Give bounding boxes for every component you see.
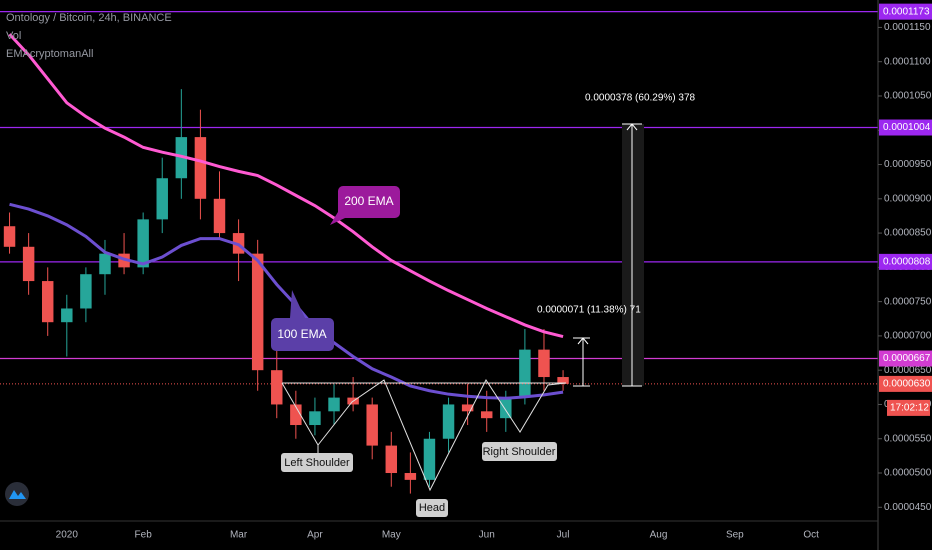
measure-area bbox=[622, 124, 644, 386]
y-tick-label: 0.0000700 bbox=[884, 331, 932, 342]
x-tick-label: Jun bbox=[479, 530, 495, 541]
x-tick-label: Aug bbox=[650, 530, 668, 541]
candle-body bbox=[271, 370, 283, 405]
level-label: 0.0000667 bbox=[883, 353, 931, 364]
tag-bg bbox=[482, 442, 557, 461]
candle-body bbox=[137, 219, 149, 268]
level-label-bg bbox=[879, 3, 932, 20]
candle-body bbox=[557, 377, 569, 384]
y-tick-label: 0.0001050 bbox=[884, 91, 932, 102]
measure-tools: 0.0000378 (60.29%) 378 0.0000071 (11.38%… bbox=[537, 93, 696, 387]
candle-body bbox=[80, 274, 92, 309]
arrow-head bbox=[577, 337, 589, 345]
x-tick-label: 2020 bbox=[56, 530, 79, 541]
countdown: 17:02:12 bbox=[890, 403, 929, 414]
candle-body bbox=[61, 308, 73, 323]
last-price-label: 0.0000630 bbox=[883, 379, 931, 390]
indicator-name: EMAcryptomanAll bbox=[6, 48, 93, 60]
pattern-lines bbox=[281, 379, 567, 492]
candle-body bbox=[156, 178, 168, 220]
indicator-name: Vol bbox=[6, 30, 21, 42]
x-tick-label: Oct bbox=[803, 530, 819, 541]
x-tick-label: Apr bbox=[307, 530, 323, 541]
y-tick-label: 0.0000750 bbox=[884, 296, 932, 307]
candle-body bbox=[328, 397, 340, 412]
candle-body bbox=[194, 137, 207, 199]
price-labels: 0.00004500.00005000.00005500.00006000.00… bbox=[56, 3, 932, 541]
ema-line bbox=[9, 202, 564, 400]
arrow-head bbox=[626, 123, 638, 131]
ema-bubble bbox=[271, 318, 334, 351]
tag-bg bbox=[281, 453, 353, 472]
y-tick-label: 0.0001100 bbox=[884, 56, 931, 67]
pattern-path bbox=[281, 379, 567, 492]
candle-body bbox=[500, 397, 512, 419]
logo-mark bbox=[9, 490, 26, 499]
candle-body bbox=[480, 411, 493, 419]
candle-body bbox=[461, 404, 474, 412]
x-tick-label: Jul bbox=[557, 530, 570, 541]
candle-body bbox=[519, 349, 531, 398]
pattern-tag: Left Shoulder bbox=[284, 457, 350, 469]
tag-bg bbox=[416, 499, 448, 517]
y-tick-label: 0.0000500 bbox=[884, 468, 932, 479]
candle-body bbox=[3, 226, 16, 247]
y-tick-label: 0.0000550 bbox=[884, 433, 932, 444]
y-tick-label: 0.0000950 bbox=[884, 159, 932, 170]
ema-label: 200 EMA bbox=[344, 194, 393, 208]
level-label-bg bbox=[879, 253, 932, 270]
ema-bubble bbox=[338, 186, 400, 218]
x-tick-label: Mar bbox=[230, 530, 248, 541]
y-tick-label: 0.0000900 bbox=[884, 193, 932, 204]
ema-label: 100 EMA bbox=[277, 327, 326, 341]
candle-body bbox=[385, 445, 398, 474]
y-tick-label: 0.0000450 bbox=[884, 502, 932, 513]
candle-body bbox=[423, 438, 436, 480]
x-tick-label: May bbox=[382, 530, 401, 541]
candle-body bbox=[442, 404, 455, 439]
candle-body bbox=[213, 198, 226, 234]
candle-body bbox=[309, 411, 321, 426]
candle-body bbox=[366, 404, 378, 446]
y-tick-label: 0.0001150 bbox=[884, 22, 931, 33]
countdown-bg bbox=[887, 399, 930, 416]
measure-label: 0.0000378 (60.29%) 378 bbox=[585, 93, 696, 104]
symbol-title: Ontology / Bitcoin, 24h, BINANCE bbox=[6, 12, 172, 24]
candle-body bbox=[99, 253, 111, 275]
candle-body bbox=[22, 246, 35, 282]
y-tick-label: 0.0000850 bbox=[884, 228, 932, 239]
measure-label: 0.0000071 (11.38%) 71 bbox=[537, 305, 641, 316]
last-price-bg bbox=[879, 375, 932, 392]
plot-area bbox=[0, 11, 878, 494]
pattern-tag: Head bbox=[419, 502, 445, 514]
candle-body bbox=[404, 473, 417, 480]
level-label: 0.0000808 bbox=[883, 257, 931, 268]
level-label: 0.0001004 bbox=[883, 122, 931, 133]
ema-line bbox=[8, 33, 564, 339]
x-tick-label: Feb bbox=[135, 530, 153, 541]
level-label-bg bbox=[879, 119, 932, 136]
candle-body bbox=[41, 281, 54, 323]
level-label-bg bbox=[879, 350, 932, 367]
candle-body bbox=[290, 404, 302, 426]
logo[interactable] bbox=[5, 482, 29, 506]
level-label: 0.0001173 bbox=[883, 6, 930, 17]
pattern-tag: Right Shoulder bbox=[483, 446, 556, 458]
y-tick-label: 0.0000650 bbox=[884, 365, 932, 376]
x-tick-label: Sep bbox=[726, 530, 744, 541]
bubble-tail bbox=[330, 212, 345, 225]
candle-body bbox=[251, 253, 264, 371]
candle-body bbox=[538, 349, 550, 378]
bubble-tail bbox=[290, 290, 305, 318]
